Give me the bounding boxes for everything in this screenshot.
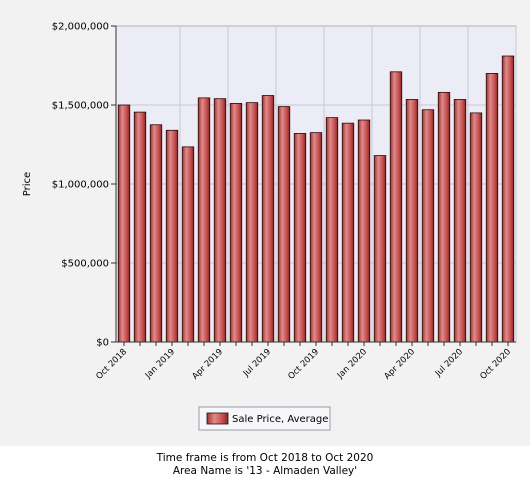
bar: [197, 97, 211, 343]
bar: [501, 55, 515, 343]
legend: Sale Price, Average: [198, 406, 331, 431]
x-tick-label: Jan 2019: [143, 347, 177, 381]
legend-box: [198, 406, 331, 431]
bar: [309, 132, 323, 343]
bar: [181, 146, 195, 343]
bar: [453, 99, 467, 343]
area-caption: Area Name is '13 - Almaden Valley': [172, 465, 358, 477]
bar: [389, 71, 403, 343]
bar: [341, 122, 355, 343]
bar: [229, 103, 243, 343]
y-tick-label: $500,000: [61, 259, 109, 270]
bars: [117, 55, 515, 343]
y-tick-label: $1,500,000: [52, 101, 109, 112]
bar: [325, 117, 339, 343]
bar: [437, 91, 451, 343]
bar: [357, 119, 371, 343]
x-tick-label: Apr 2019: [190, 347, 225, 382]
x-tick-label: Apr 2020: [382, 347, 417, 382]
x-tick-label: Oct 2018: [94, 347, 129, 382]
bar: [469, 112, 483, 343]
bar: [245, 102, 259, 343]
bar: [405, 99, 419, 343]
bar: [165, 129, 179, 343]
bar: [421, 109, 435, 343]
y-tick-label: $2,000,000: [52, 22, 109, 33]
x-axis: Oct 2018 Jan 2019 Apr 2019 Jul 2019 Oct 2019…: [94, 341, 516, 382]
bar: [117, 104, 131, 343]
bar-chart: $0 $500,000 $1,000,000 $1,500,000 $2,000,000…: [22, 22, 517, 431]
bar: [149, 124, 163, 343]
bar: [213, 98, 227, 343]
x-tick-label: Jul 2019: [241, 347, 273, 379]
chart-panel: $0 $500,000 $1,000,000 $1,500,000 $2,000,000…: [0, 0, 530, 446]
y-axis: $0 $500,000 $1,000,000 $1,500,000 $2,000,000: [52, 22, 117, 349]
x-tick-label: Oct 2019: [286, 347, 321, 382]
x-tick-label: Jan 2020: [335, 347, 369, 381]
timeframe-caption: Time frame is from Oct 2018 to Oct 2020: [156, 452, 374, 464]
y-tick-label: $1,000,000: [52, 180, 109, 191]
bar: [277, 106, 291, 343]
x-tick-label: Jul 2020: [433, 347, 465, 379]
bar: [293, 133, 307, 343]
y-axis-label: Price: [22, 172, 33, 196]
legend-label: Sale Price, Average: [232, 414, 328, 425]
bar: [485, 73, 499, 343]
y-tick-label: $0: [96, 338, 109, 349]
bar: [133, 111, 147, 343]
bar: [261, 95, 275, 343]
bar: [373, 155, 387, 343]
legend-swatch: [206, 412, 229, 425]
x-tick-label: Oct 2020: [478, 347, 513, 382]
